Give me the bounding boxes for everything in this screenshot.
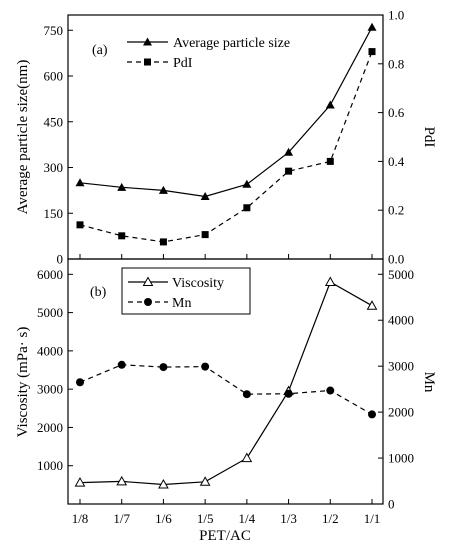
panel-b-series-1-point — [117, 360, 126, 369]
legend-label-viscosity: Viscosity — [172, 276, 224, 291]
panel-b-x-ticks: 1/8 1/7 1/6 1/5 1/4 1/3 1/2 1/1 — [72, 499, 381, 526]
panel-a-y-tick-label-right: 0.2 — [388, 203, 404, 218]
panel-b-series-1-point — [284, 389, 293, 398]
panel-a-label: (a) — [92, 43, 108, 58]
x-tick-label: 1/8 — [72, 511, 89, 526]
x-axis-label: PET/AC — [199, 528, 251, 544]
panel-b-series-0-line — [79, 281, 373, 486]
legend-label-particle-size: Average particle size — [173, 36, 290, 51]
panel-a-series-1-point — [243, 204, 251, 212]
panel-a-series-1-point — [76, 221, 84, 229]
panel-b-y-tick-label-right: 4000 — [388, 313, 414, 328]
x-tick-label: 1/2 — [322, 511, 339, 526]
x-tick-label: 1/7 — [113, 511, 130, 526]
panel-a-x-ticks — [79, 254, 373, 259]
panel-b-label: (b) — [90, 285, 107, 300]
panel-a-legend: Average particle size PdI — [127, 36, 290, 71]
panel-a-series-1-point — [159, 238, 167, 246]
panel-b-series-1-point — [159, 363, 168, 372]
panel-a-series-0-point — [284, 147, 294, 156]
panel-b: 1/8 1/7 1/6 1/5 1/4 1/3 1/2 1/1 1000 2000 3000 400… — [37, 258, 414, 526]
panel-b-y-axis-label-right: Mn — [421, 372, 437, 393]
panel-a-series — [75, 22, 377, 246]
panel-b-series-1-point — [368, 410, 376, 419]
panel-b-y-tick-label: 3000 — [37, 382, 63, 397]
panel-b-y-tick-label-right: 0 — [388, 497, 395, 512]
panel-b-y-tick-label-right: 2000 — [388, 405, 414, 420]
panel-b-series-0-point — [366, 300, 378, 310]
panel-a-series-1-point — [285, 167, 293, 175]
legend-label-mn: Mn — [172, 296, 191, 311]
panel-b-series-0-point — [324, 276, 336, 286]
panel-a-series-0-line — [79, 26, 373, 198]
panel-a-series-0-point — [117, 182, 127, 191]
legend-box — [121, 267, 251, 315]
panel-b-y-axis-label: Viscosity (mPa· s) — [15, 327, 31, 438]
panel-b-series-0-point — [74, 477, 86, 487]
panel-a-series-1-point — [326, 157, 334, 165]
panel-b-series-1-point — [76, 378, 84, 387]
panel-a-series-0-point — [158, 185, 168, 194]
panel-a-y-tick-label-right: 0.4 — [388, 154, 405, 169]
panel-a-series-1-point — [118, 232, 126, 240]
x-tick-label: 1/6 — [155, 511, 172, 526]
panel-a-y-axis-label-right: PdI — [421, 127, 437, 148]
panel-b-series-1-point — [242, 390, 251, 399]
panel-a-y-tick-label-right: 0.8 — [388, 56, 404, 71]
panel-b-frame — [67, 258, 384, 505]
panel-a-frame — [67, 14, 384, 260]
panel-b-y-tick-label: 5000 — [37, 305, 63, 320]
legend-label-pdi: PdI — [173, 56, 193, 71]
panel-b-series-1-point — [201, 362, 210, 371]
panel-b-y-tick-label: 4000 — [37, 343, 63, 358]
x-tick-label: 1/3 — [280, 511, 297, 526]
panel-a-y-tick-label: 750 — [44, 23, 64, 38]
x-tick-label: 1/1 — [364, 511, 381, 526]
panel-a-series-0-point — [75, 178, 85, 187]
panel-a-series-1-point — [201, 231, 209, 239]
panel-a-y-tick-label-right: 1.0 — [388, 8, 404, 23]
panel-a-y-axis-label: Average particle size(nm) — [15, 60, 31, 215]
panel-b-y-tick-label: 2000 — [37, 420, 63, 435]
panel-b-series-0-point — [199, 476, 211, 486]
panel-b-y-tick-label: 1000 — [37, 458, 63, 473]
panel-b-y-ticks-right: 0 1000 2000 3000 4000 5000 — [378, 267, 414, 512]
panel-a-series-0-point — [242, 179, 252, 188]
panel-a-y-tick-label-right: 0.6 — [388, 105, 405, 120]
panel-a-y-tick-label: 0 — [57, 252, 64, 267]
panel-b-y-tick-label-right: 5000 — [388, 267, 414, 282]
panel-b-y-tick-label-right: 3000 — [388, 359, 414, 374]
panel-b-series-1-point — [326, 386, 335, 395]
panel-b-series — [74, 276, 378, 489]
panel-a-y-tick-label-right: 0.0 — [388, 252, 404, 267]
x-tick-label: 1/4 — [239, 511, 256, 526]
panel-b-y-ticks: 1000 2000 3000 4000 5000 6000 — [37, 267, 73, 505]
panel-a-y-tick-label: 150 — [44, 206, 64, 221]
panel-a-series-1-point — [368, 48, 376, 56]
panel-a-y-tick-label: 300 — [44, 160, 64, 175]
legend-marker-pdi — [144, 58, 151, 66]
legend-marker-particle-size — [143, 37, 152, 46]
x-tick-label: 1/5 — [197, 511, 214, 526]
panel-b-series-0-point — [116, 475, 128, 486]
panel-a-y-ticks: 0 150 300 450 600 750 — [44, 23, 73, 267]
panel-b-legend: Viscosity Mn — [121, 267, 251, 315]
panel-a-y-ticks-right: 0.0 0.2 0.4 0.6 0.8 1.0 — [378, 8, 405, 267]
panel-b-series-1-line — [79, 364, 373, 415]
legend-marker-viscosity — [142, 276, 154, 286]
panel-b-series-0-point — [241, 452, 253, 463]
panel-a-y-tick-label: 600 — [44, 69, 64, 84]
panel-b-series-0-point — [158, 478, 169, 489]
panel-a-series-1-line — [79, 51, 373, 243]
panel-a-series-0-point — [200, 191, 210, 200]
panel-a-series-0-point — [367, 22, 377, 31]
panel-a-y-tick-label: 450 — [44, 114, 64, 129]
panel-b-y-tick-label-right: 1000 — [388, 451, 414, 466]
legend-marker-mn — [144, 298, 152, 306]
panel-b-y-tick-label: 6000 — [37, 267, 63, 282]
panel-a-series-0-point — [325, 100, 335, 109]
